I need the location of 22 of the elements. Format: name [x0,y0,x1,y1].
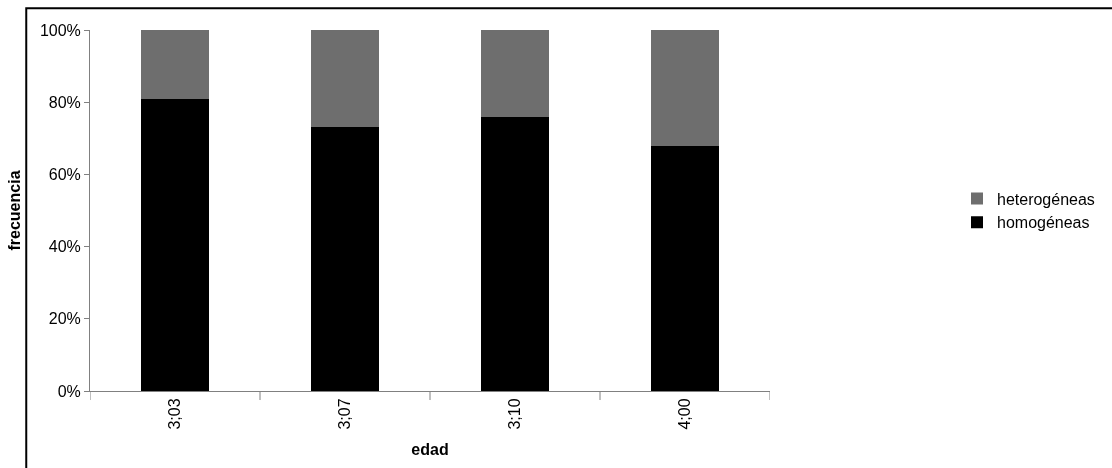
bar [651,145,719,391]
y-axis-title: frecuencia [5,170,23,251]
bar [141,30,209,99]
bar [311,30,379,128]
x-tick-label: 3;07 [336,398,354,430]
x-axis-title: edad [411,441,449,459]
legend-label: heterogéneas [997,190,1095,208]
y-tick-label: 100% [39,21,81,39]
y-tick-label: 40% [48,238,81,256]
x-tick-label: 3;10 [506,398,524,430]
bar [141,98,209,391]
bar [481,116,549,391]
x-tick-label: 3;03 [166,398,184,430]
y-tick-label: 20% [48,310,81,328]
bar [651,30,719,146]
bar [311,127,379,391]
x-tick-label: 4;00 [676,398,694,430]
y-tick-label: 80% [48,93,81,111]
y-tick-label: 60% [48,166,81,183]
legend-label: homogéneas [997,214,1090,232]
y-tick-label: 0% [57,382,81,400]
bar [481,30,549,117]
